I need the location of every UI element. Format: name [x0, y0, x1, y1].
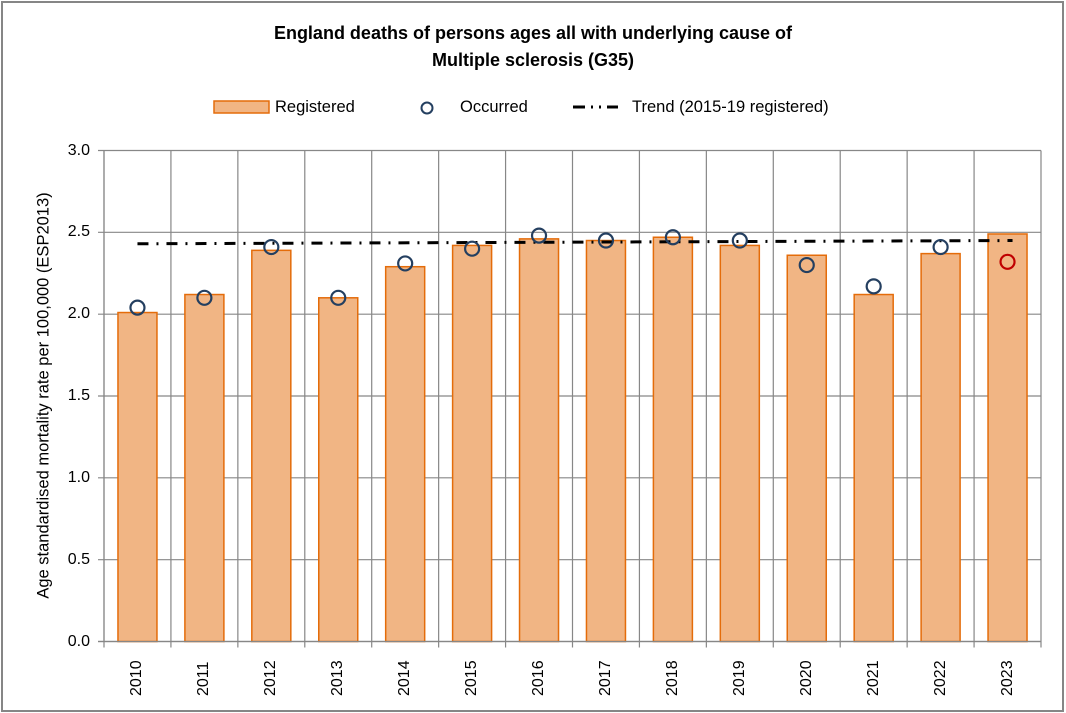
- x-tick-label: 2014: [396, 659, 414, 696]
- y-tick-label: 1.0: [67, 468, 90, 486]
- marker-occurred-2022: [932, 238, 949, 256]
- x-tick-label: 2023: [998, 659, 1016, 696]
- marker-occurred-2019: [731, 232, 748, 249]
- bars-registered: [117, 233, 1028, 643]
- x-tick-label: 2022: [931, 659, 949, 696]
- bar-registered-2018: [652, 236, 694, 643]
- marker-occurred-2021: [865, 278, 882, 295]
- y-tick-label: 0.0: [67, 632, 90, 650]
- axes: [98, 150, 1041, 643]
- bar-registered-2014: [384, 265, 426, 643]
- marker-occurred-2016: [530, 227, 548, 244]
- marker-occurred-2010: [129, 299, 146, 316]
- marker-occurred-2020: [798, 256, 815, 274]
- x-tick-label: 2021: [864, 659, 882, 696]
- legend-marker-occurred: [420, 101, 434, 115]
- bar-registered-2016: [518, 238, 560, 643]
- bar-registered-2023: [987, 233, 1028, 643]
- bar-registered-2011: [184, 293, 225, 643]
- bar-registered-2015: [451, 244, 493, 643]
- y-tick-label: 2.5: [67, 223, 90, 241]
- marker-occurred-2017: [597, 232, 615, 249]
- bar-registered-2022: [920, 252, 961, 643]
- x-tick-label: 2015: [463, 659, 481, 696]
- legend-swatch-registered: [213, 100, 270, 114]
- legend-label-occurred: Occurred: [460, 98, 528, 116]
- legend-label-registered: Registered: [275, 98, 355, 116]
- x-tick-label: 2013: [329, 659, 347, 696]
- legend-label-trend: Trend (2015-19 registered): [632, 98, 829, 116]
- x-tick-label: 2020: [797, 659, 815, 696]
- marker-occurred-2011: [196, 289, 213, 306]
- markers-occurred: [129, 227, 1016, 316]
- marker-occurred-2018: [664, 229, 681, 246]
- x-tick-label: 2019: [730, 659, 748, 696]
- legend-marks: [213, 100, 618, 115]
- y-tick-label: 2.0: [67, 305, 90, 323]
- y-axis-label: Age standardised mortality rate per 100,…: [34, 192, 53, 599]
- bar-registered-2021: [853, 293, 894, 643]
- chart-title-line-1: England deaths of persons ages all with …: [273, 23, 793, 43]
- marker-occurred-2012: [263, 238, 280, 256]
- y-tick-label: 3.0: [67, 141, 90, 159]
- x-tick-label: 2010: [128, 659, 146, 696]
- x-tick-label: 2017: [596, 659, 614, 696]
- chart-title-line-2: Multiple sclerosis (G35): [431, 50, 635, 70]
- marker-occurred-2014: [397, 255, 414, 272]
- marker-occurred-2013: [330, 289, 347, 306]
- bar-registered-2019: [719, 244, 761, 643]
- y-tick-label: 0.5: [67, 550, 90, 568]
- bar-registered-2010: [117, 311, 158, 643]
- trend-line: [137, 239, 1013, 246]
- y-tick-label: 1.5: [67, 387, 90, 404]
- marker-occurred-2023: [999, 253, 1016, 270]
- bar-registered-2012: [251, 249, 292, 643]
- marker-occurred-2015: [464, 240, 481, 257]
- x-tick-label: 2016: [530, 659, 548, 696]
- x-tick-label: 2012: [262, 659, 280, 696]
- x-tick-label: 2011: [195, 661, 213, 696]
- bar-registered-2013: [318, 297, 359, 643]
- bar-registered-2017: [585, 239, 627, 643]
- bar-registered-2020: [786, 254, 827, 643]
- trend-line-path: [137, 239, 1013, 246]
- gridlines: [98, 149, 1042, 648]
- x-tick-label: 2018: [663, 659, 681, 696]
